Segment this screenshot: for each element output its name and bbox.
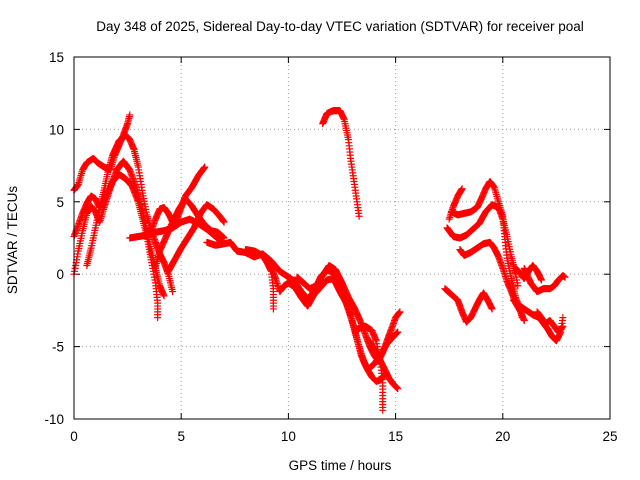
track-17-point bbox=[458, 185, 466, 193]
track-24-point bbox=[537, 276, 545, 284]
track-14-point bbox=[379, 406, 387, 414]
x-tick-label: 25 bbox=[602, 429, 617, 444]
track-8-point bbox=[220, 218, 228, 226]
plot-frame bbox=[73, 56, 611, 420]
track-6-point bbox=[201, 163, 209, 171]
y-tick-label: 10 bbox=[49, 122, 64, 137]
y-tick-label: 0 bbox=[56, 267, 64, 282]
track-15-point bbox=[394, 385, 402, 393]
x-tick-label: 5 bbox=[177, 429, 185, 444]
track-4-point bbox=[154, 314, 162, 322]
track-22-point bbox=[561, 273, 569, 281]
track-3-point bbox=[160, 292, 168, 300]
track-19-point bbox=[520, 317, 528, 325]
track-23-point bbox=[559, 322, 567, 330]
track-21-point bbox=[559, 314, 567, 322]
track-13-point bbox=[355, 212, 363, 220]
x-tick-label: 10 bbox=[281, 429, 296, 444]
y-tick-label: -10 bbox=[44, 412, 64, 427]
y-tick-label: -5 bbox=[52, 340, 64, 355]
y-tick-label: 15 bbox=[49, 50, 64, 65]
track-11-point bbox=[269, 305, 277, 313]
track-16-point bbox=[514, 282, 522, 290]
track-10-point bbox=[394, 328, 402, 336]
y-axis-label: SDTVAR / TECUs bbox=[5, 186, 20, 295]
x-tick-label: 20 bbox=[495, 429, 510, 444]
grid bbox=[74, 57, 610, 419]
y-tick-label: 5 bbox=[56, 195, 64, 210]
x-axis-label: GPS time / hours bbox=[289, 458, 392, 473]
track-12-point bbox=[396, 308, 404, 316]
track-2-point bbox=[169, 288, 177, 296]
track-1-point bbox=[126, 111, 134, 119]
track-20-point bbox=[488, 305, 496, 313]
x-tick-label: 0 bbox=[70, 429, 78, 444]
x-tick-label: 15 bbox=[388, 429, 403, 444]
chart-title: Day 348 of 2025, Sidereal Day-to-day VTE… bbox=[96, 19, 583, 34]
data-points bbox=[70, 107, 569, 414]
